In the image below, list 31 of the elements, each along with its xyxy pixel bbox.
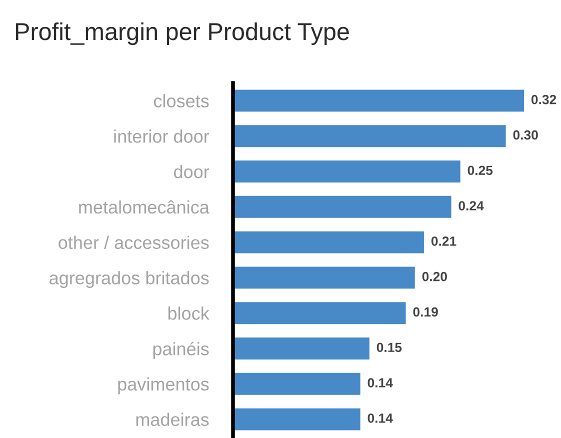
- data-label: 0.15: [376, 342, 402, 352]
- bar: [233, 408, 360, 430]
- y-tick-label: painéis: [153, 342, 209, 359]
- bar: [233, 302, 406, 324]
- y-tick-label: pavimentos: [118, 377, 209, 394]
- y-tick-label: block: [168, 306, 210, 320]
- data-label: 0.19: [413, 307, 438, 317]
- data-label: 0.21: [431, 236, 456, 246]
- y-tick-label: interior door: [114, 130, 210, 143]
- data-label: 0.25: [468, 166, 493, 176]
- bar: [233, 160, 460, 182]
- y-tick-label: madeiras: [136, 412, 209, 426]
- y-tick-label: closets: [154, 94, 209, 108]
- y-tick-label: metalomecânica: [79, 200, 210, 214]
- data-label: 0.24: [458, 201, 484, 210]
- bar: [233, 372, 360, 395]
- bar: [233, 266, 415, 289]
- y-tick-label: agregrados britados: [50, 271, 209, 288]
- data-label: 0.30: [513, 130, 538, 140]
- bar: [233, 231, 424, 254]
- bar: [233, 338, 370, 360]
- data-label: 0.14: [368, 414, 393, 423]
- data-label: 0.14: [368, 378, 393, 388]
- data-label: 0.20: [422, 272, 447, 282]
- data-label: 0.32: [531, 94, 556, 104]
- bar: [233, 90, 524, 112]
- bar: [233, 125, 506, 148]
- y-tick-label: door: [174, 164, 210, 178]
- y-tick-label: other / accessories: [58, 236, 209, 250]
- chart-title: Profit_margin per Product Type: [16, 22, 349, 46]
- bar: [233, 196, 452, 218]
